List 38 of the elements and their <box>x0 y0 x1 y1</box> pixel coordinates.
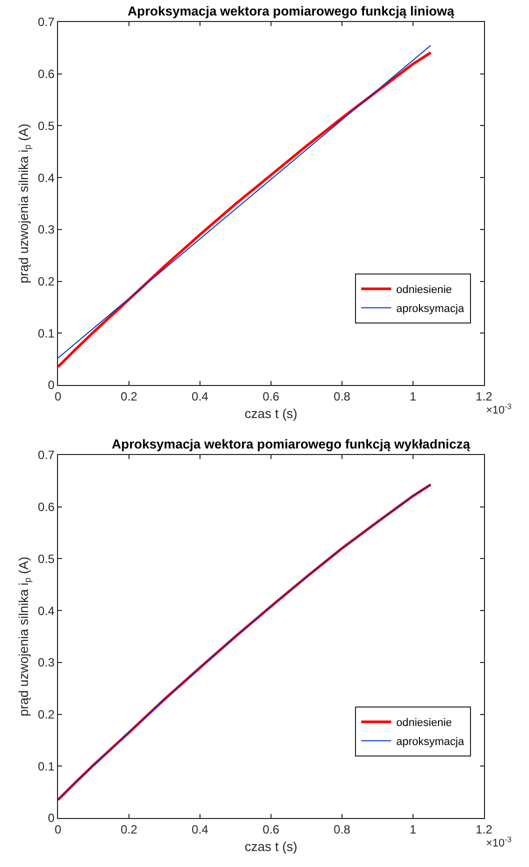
x-tick-label: 0.6 <box>262 389 280 404</box>
y-tick-label: 0.5 <box>38 118 55 133</box>
x-tick-label: 1.2 <box>476 389 493 404</box>
x-tick-label: 0.2 <box>120 822 138 836</box>
x-tick-label: 0.4 <box>192 389 209 404</box>
x-tick-label: 1.2 <box>476 822 493 836</box>
y-tick-label: 0.6 <box>38 67 55 82</box>
x-tick-label: 0.6 <box>262 822 280 836</box>
x-axis-title: czas t (s) <box>244 839 298 854</box>
x-tick-label: 1 <box>410 389 417 404</box>
y-tick-label: 0.4 <box>38 604 55 618</box>
y-tick-label: 0.2 <box>38 707 55 722</box>
y-tick-label: 0.3 <box>38 222 55 237</box>
x-tick-label: 1 <box>410 822 417 836</box>
chart-title: Aproksymacja wektora pomiarowego funkcją wykładniczą <box>112 436 471 452</box>
y-tick-label: 0.7 <box>38 448 55 462</box>
text: ×10$^{-3}$ <box>486 402 512 417</box>
x-tick-label: 0.8 <box>334 389 351 404</box>
y-tick-label: 0.2 <box>38 274 55 288</box>
y-tick-label: 0.6 <box>38 500 55 514</box>
legend-label: aproksymacja <box>396 736 465 748</box>
legend-label: odniesienie <box>396 717 452 730</box>
x-tick-label: 0.8 <box>334 822 351 836</box>
x-tick-label: 0.2 <box>120 389 138 404</box>
y-tick-label: 0.4 <box>38 170 55 185</box>
x-axis-title: czas t (s) <box>244 406 298 421</box>
y-tick-label: 0.1 <box>38 759 55 774</box>
text: ×10$^{-3}$ <box>486 835 512 850</box>
legend-label: odniesienie <box>396 284 452 296</box>
chart-title: Aproksymacja wektora pomiarowego funkcją liniową <box>128 4 455 19</box>
y-tick-label: 0 <box>48 378 55 392</box>
y-tick-label: 0.5 <box>38 552 55 566</box>
y-tick-label: 0.3 <box>38 656 55 670</box>
y-tick-label: 0 <box>48 811 55 826</box>
legend-label: aproksymacja <box>396 303 465 316</box>
y-tick-label: 0.7 <box>38 15 55 30</box>
x-tick-label: 0.4 <box>192 822 209 836</box>
y-tick-label: 0.1 <box>38 326 55 340</box>
